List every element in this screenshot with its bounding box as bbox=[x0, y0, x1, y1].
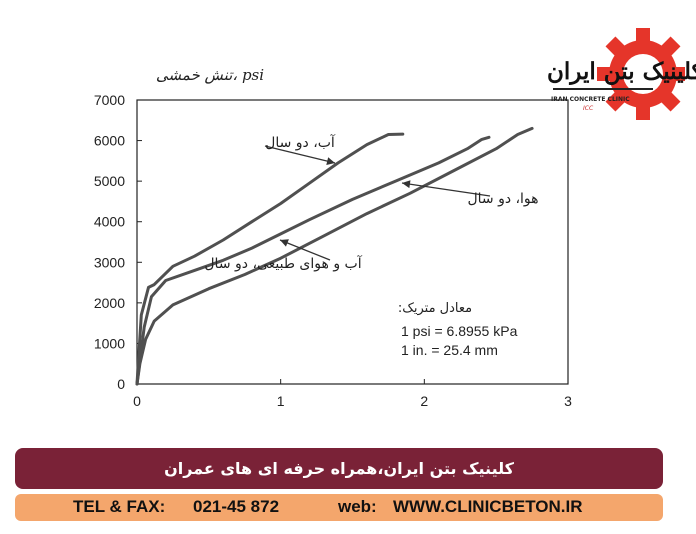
plot-frame bbox=[136, 99, 569, 385]
annotation-line: 1 in. = 25.4 mm bbox=[401, 342, 498, 358]
company-logo: کلینیک بتن ایران IRAN CONCRETE CLINIC IC… bbox=[535, 22, 696, 137]
series-line-1 bbox=[135, 132, 405, 386]
series-label-2: آب و هوای طبیعی، دو سال bbox=[204, 255, 362, 272]
banner: کلینیک بتن ایران،همراه حرفه ای های عمران bbox=[15, 448, 663, 489]
contact-bar: TEL & FAX: 021-45 872 web: WWW.CLINICBET… bbox=[15, 494, 663, 521]
series-label-3: هوا، دو سال bbox=[467, 191, 538, 207]
leader-line-2 bbox=[279, 239, 331, 261]
tel-value: 021-45 872 bbox=[193, 497, 280, 516]
x-tick-label: 0 bbox=[133, 393, 141, 409]
gear-icon bbox=[553, 28, 689, 120]
y-tick-label: 1000 bbox=[94, 335, 125, 351]
arrow-head-3 bbox=[402, 180, 411, 189]
logo-title: کلینیک بتن ایران bbox=[547, 58, 696, 85]
annotation-line: 1 psi = 6.8955 kPa bbox=[401, 323, 518, 339]
y-axis-label: تنش خمشی، psi bbox=[156, 66, 264, 84]
x-tick-label: 3 bbox=[564, 393, 572, 409]
y-tick-label: 6000 bbox=[94, 133, 125, 149]
web-value: WWW.CLINICBETON.IR bbox=[393, 497, 583, 516]
logo-subtitle: IRAN CONCRETE CLINIC bbox=[551, 96, 630, 103]
web-label: web: bbox=[338, 497, 377, 516]
chart: 0 1000 2000 3000 4000 5000 6000 7000 0 1 2 3 تنش خمش… bbox=[94, 66, 572, 409]
y-tick-label: 3000 bbox=[94, 254, 125, 270]
y-tick-label: 7000 bbox=[94, 92, 125, 108]
series-line-2 bbox=[135, 135, 491, 386]
arrow-head-1 bbox=[326, 157, 335, 165]
y-tick-label: 2000 bbox=[94, 295, 125, 311]
tel-label: TEL & FAX: bbox=[73, 497, 166, 516]
series-line-3 bbox=[135, 126, 534, 386]
annotation-title: معادل متریک: bbox=[398, 301, 472, 316]
x-tick-label: 2 bbox=[420, 393, 428, 409]
leader-line-1 bbox=[264, 145, 336, 164]
logo-abbr: ICC bbox=[583, 105, 594, 112]
series-label-1: آب، دو سال bbox=[265, 134, 336, 151]
y-tick-label: 5000 bbox=[94, 173, 125, 189]
y-tick-label: 0 bbox=[117, 376, 125, 392]
banner-text: کلینیک بتن ایران،همراه حرفه ای های عمران bbox=[164, 459, 514, 478]
y-tick-label: 4000 bbox=[94, 214, 125, 230]
leader-line-3 bbox=[401, 182, 491, 197]
arrow-head-2 bbox=[280, 239, 289, 247]
x-tick-label: 1 bbox=[277, 393, 285, 409]
